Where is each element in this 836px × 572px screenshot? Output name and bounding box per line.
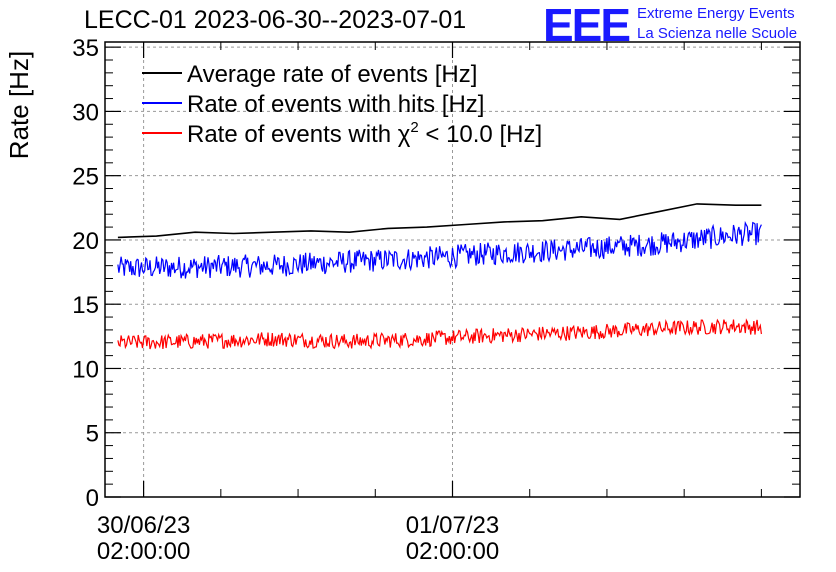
logo-caption: Extreme Energy Events La Scienza nelle S… <box>637 4 797 44</box>
x-tick-label-time: 02:00:00 <box>97 538 190 565</box>
y-tick-label: 20 <box>72 228 99 255</box>
logo-caption-line1: Extreme Energy Events <box>637 5 795 22</box>
x-tick-label-date: 30/06/23 <box>97 512 190 539</box>
y-tick-label: 30 <box>72 99 99 126</box>
series-group <box>117 203 762 350</box>
series-line-1 <box>117 220 762 279</box>
chart-title: LECC-01 2023-06-30--2023-07-01 <box>84 6 467 34</box>
series-line-0 <box>117 203 762 239</box>
logo-caption-line2: La Scienza nelle Scuole <box>637 25 798 42</box>
x-tick-label-date: 01/07/23 <box>406 512 499 539</box>
y-axis-label: Rate [Hz] <box>4 51 34 159</box>
y-tick-label: 10 <box>72 356 99 383</box>
y-tick-label: 35 <box>72 35 99 62</box>
y-tick-label: 5 <box>86 421 99 448</box>
legend: Average rate of events [Hz] Rate of event… <box>142 61 542 148</box>
legend-entry-label: Average rate of events [Hz] <box>187 61 477 88</box>
axis-ticks: 0510152025303530/06/2302:00:0001/07/2302… <box>72 35 800 565</box>
legend-entry-label: Rate of events with χ2 < 10.0 [Hz] <box>187 119 542 148</box>
series-line-2 <box>117 318 762 350</box>
y-tick-label: 0 <box>86 485 99 512</box>
x-tick-label-time: 02:00:00 <box>406 538 499 565</box>
y-tick-label: 15 <box>72 292 99 319</box>
legend-entry-label: Rate of events with hits [Hz] <box>187 91 484 118</box>
y-tick-label: 25 <box>72 164 99 191</box>
